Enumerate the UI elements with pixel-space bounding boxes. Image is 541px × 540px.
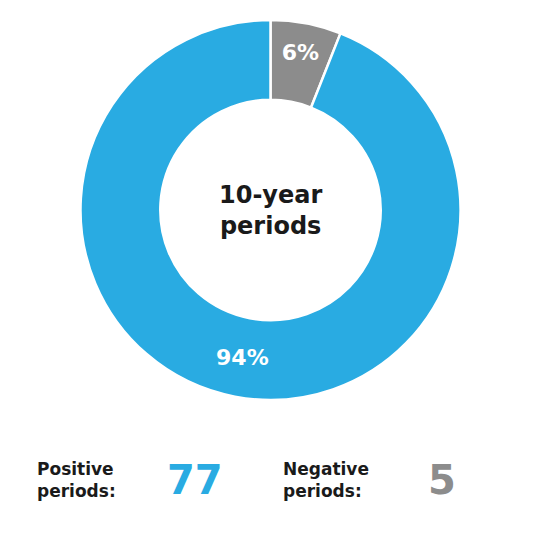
svg-text:Negativeperiods:: Negativeperiods:: [283, 459, 369, 501]
svg-text:6%: 6%: [282, 40, 319, 65]
svg-text:94%: 94%: [216, 345, 269, 370]
svg-text:77: 77: [167, 457, 223, 503]
svg-text:10-yearperiods: 10-yearperiods: [219, 181, 322, 240]
svg-text:Positiveperiods:: Positiveperiods:: [37, 459, 116, 501]
svg-text:5: 5: [428, 457, 456, 503]
